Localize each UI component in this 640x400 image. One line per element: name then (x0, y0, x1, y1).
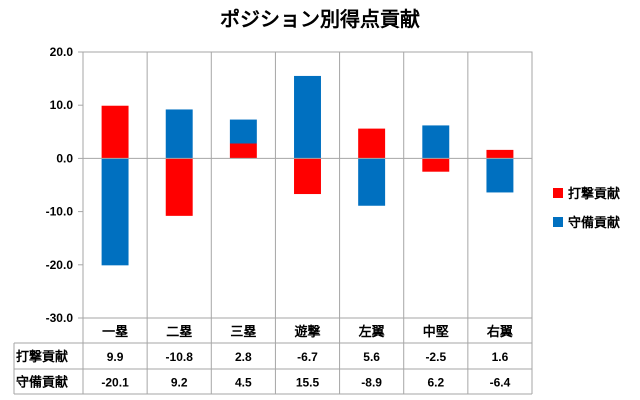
y-tick-label: -30.0 (46, 311, 74, 325)
bar-fielding (358, 158, 386, 206)
bar-batting (422, 158, 450, 172)
category-label: 中堅 (423, 324, 449, 340)
table-cell: -20.1 (101, 376, 129, 390)
table-cell: 5.6 (363, 350, 380, 364)
table-cell: 6.2 (427, 376, 444, 390)
bar-fielding (229, 119, 257, 144)
category-label: 右翼 (486, 324, 513, 340)
category-label: 二塁 (166, 325, 192, 340)
table-cell: 15.5 (296, 376, 320, 390)
table-cell: -6.7 (297, 350, 318, 364)
bar-batting (229, 143, 257, 159)
table-cell: 1.6 (492, 350, 509, 364)
bar-fielding (294, 75, 321, 159)
legend-label: 守備貢献 (568, 215, 620, 231)
bar-fielding (101, 158, 129, 266)
category-label: 三塁 (230, 325, 256, 340)
category-label: 一塁 (102, 325, 128, 340)
bar-fielding (486, 158, 514, 193)
y-tick-label: -10.0 (46, 205, 74, 219)
legend-swatch (553, 188, 563, 198)
category-label: 左翼 (359, 324, 385, 340)
y-tick-label: 20.0 (50, 45, 74, 59)
bar-fielding (422, 125, 450, 159)
y-tick-label: 10.0 (50, 98, 74, 112)
y-tick-label: -20.0 (46, 258, 74, 272)
bar-batting (101, 105, 129, 159)
plot-border (82, 51, 533, 319)
plot-area: 20.0 10.0 0.0 -10.0 -20.0 -30.0 (46, 45, 533, 394)
category-label: 遊撃 (294, 324, 320, 340)
table-cell: 2.8 (235, 350, 252, 364)
table-cell: -2.5 (425, 350, 446, 364)
table-cell: -6.4 (490, 376, 511, 390)
bar-fielding (165, 109, 193, 159)
table-cell: 4.5 (235, 376, 252, 390)
bar-batting (294, 158, 321, 195)
bar-batting (358, 128, 386, 159)
legend-swatch (553, 217, 563, 227)
table-row-label: 打撃貢献 (16, 349, 68, 365)
y-tick-label: 0.0 (56, 151, 73, 165)
chart-title: ポジション別得点貢献 (220, 7, 420, 31)
table-cell: -8.9 (361, 376, 382, 390)
table-cell: 9.9 (107, 350, 124, 364)
table-cell: 9.2 (171, 376, 188, 390)
legend-label: 打撃貢献 (568, 186, 620, 202)
table-cell: -10.8 (166, 350, 194, 364)
bar-batting (165, 158, 193, 216)
table-row-label: 守備貢献 (16, 375, 68, 391)
bar-batting (486, 149, 514, 159)
